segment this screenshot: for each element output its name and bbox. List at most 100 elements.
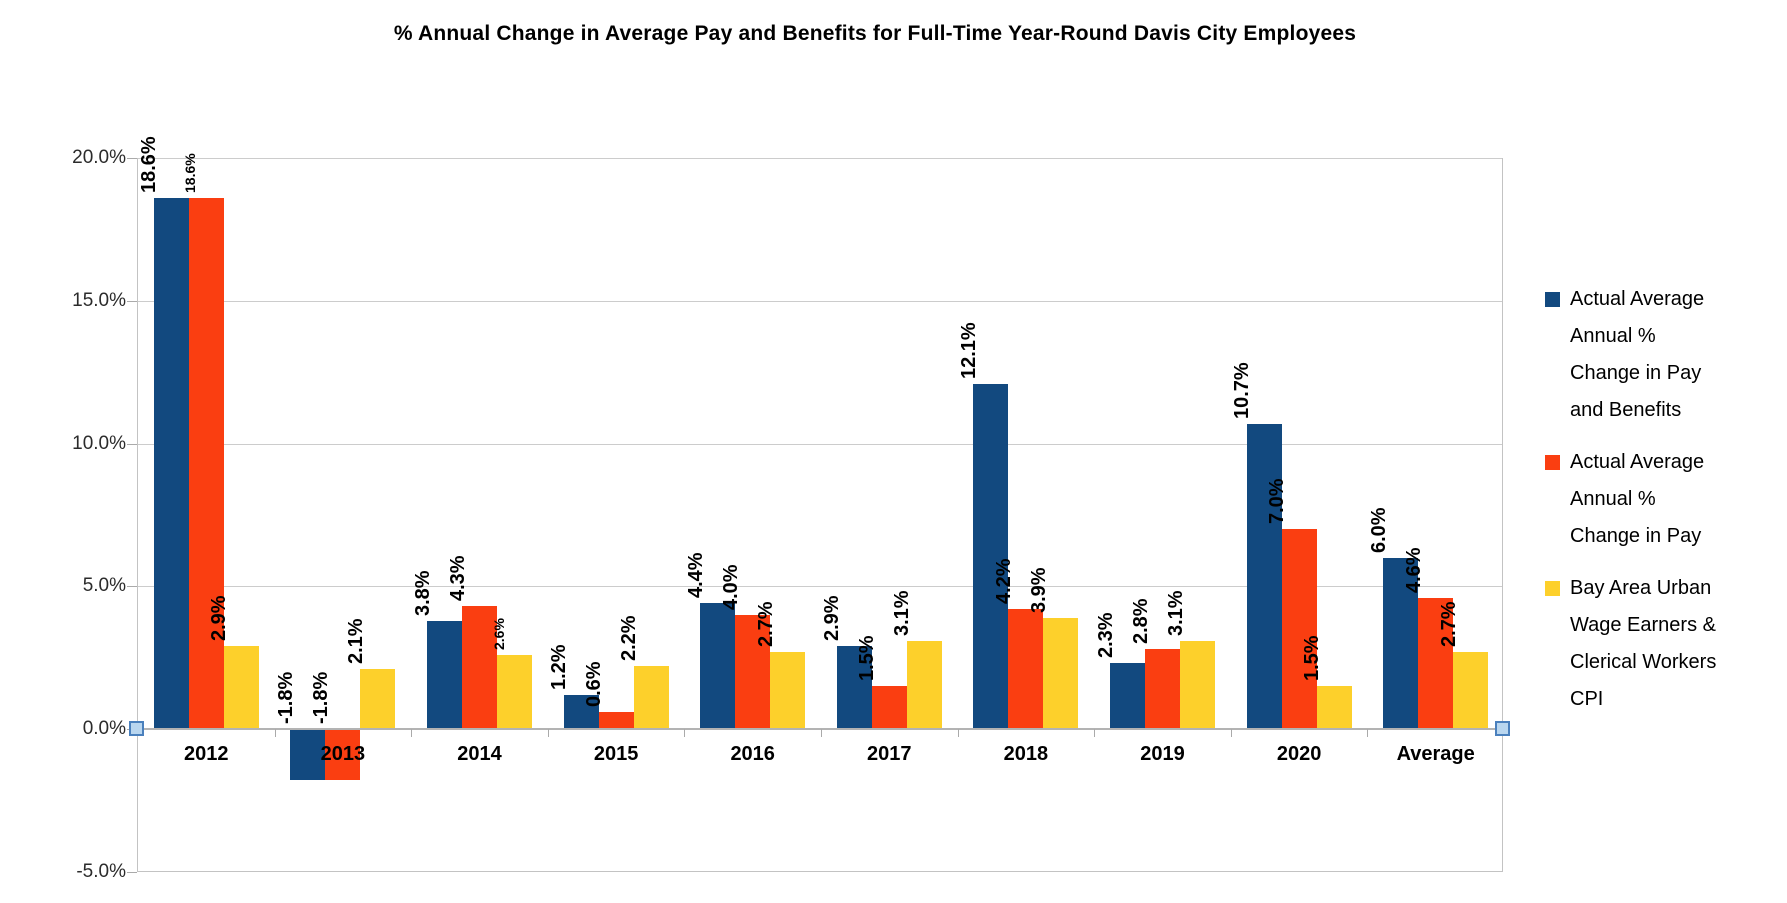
category-label-2015: 2015	[593, 743, 639, 765]
category-tick	[548, 729, 549, 737]
bar-Average-series3[interactable]	[1453, 651, 1489, 729]
y-axis-label: 20.0%	[72, 147, 126, 168]
category-label-2016: 2016	[730, 743, 775, 765]
bar-2013-series1[interactable]	[290, 729, 326, 781]
legend-label-line: Annual %	[1570, 488, 1656, 510]
bar-2016-series2[interactable]	[735, 614, 771, 729]
bar-2018-series2[interactable]	[1008, 609, 1044, 729]
bar-2014-series3[interactable]	[497, 654, 532, 729]
bar-value-label: 10.7%	[1231, 361, 1254, 419]
y-axis-label: 15.0%	[72, 289, 126, 311]
bar-value-label: -1.8%	[274, 671, 297, 724]
bar-2019-series2[interactable]	[1145, 649, 1180, 729]
chart-title: % Annual Change in Average Pay and Benef…	[393, 22, 1357, 45]
selection-handle-left[interactable]	[129, 721, 144, 736]
category-label-2012: 2012	[184, 743, 229, 765]
bar-value-label: 1.5%	[856, 635, 879, 682]
bar-2015-series1[interactable]	[563, 694, 599, 729]
y-axis-label: -5.0%	[76, 860, 126, 882]
bar-value-label: 2.8%	[1129, 598, 1152, 645]
bar-2019-series3[interactable]	[1180, 640, 1215, 729]
bar-2020-series1[interactable]	[1246, 423, 1282, 729]
legend-label: Actual Average Annual % Change in Pay and B…	[1570, 281, 1704, 429]
bar-2019-series1[interactable]	[1110, 663, 1145, 729]
category-tick	[411, 729, 412, 737]
bar-value-label: 2.1%	[344, 618, 367, 664]
bar-value-label: 2.7%	[1437, 601, 1460, 647]
bar-2013-series3[interactable]	[360, 669, 396, 729]
bar-value-label: 18.6%	[182, 153, 199, 193]
category-tick	[1094, 729, 1095, 737]
bar-2012-series3[interactable]	[223, 646, 259, 729]
legend-item-series1[interactable]: Actual Average Annual % Change in Pay and B…	[1545, 281, 1783, 429]
bar-value-label: 2.7%	[754, 601, 777, 647]
legend-swatch	[1545, 292, 1560, 307]
bar-2012-series2[interactable]	[188, 198, 224, 729]
bar-2017-series3[interactable]	[906, 640, 942, 729]
bar-2017-series2[interactable]	[871, 686, 907, 729]
bar-value-label: 12.1%	[957, 321, 980, 379]
bar-value-label: 0.6%	[583, 661, 606, 707]
y-axis-tick	[127, 586, 137, 587]
bar-value-label: 2.9%	[208, 595, 231, 642]
bar-value-label: 2.9%	[821, 595, 844, 642]
y-axis-label: 10.0%	[72, 432, 126, 454]
legend-swatch	[1545, 581, 1560, 596]
gridline	[138, 444, 1502, 445]
bar-value-label: 4.6%	[1402, 547, 1425, 593]
bar-2018-series3[interactable]	[1043, 617, 1079, 729]
bar-value-label: 1.5%	[1301, 635, 1324, 682]
category-tick	[275, 729, 276, 737]
legend-label-line: Bay Area Urban	[1570, 577, 1712, 599]
category-label-Average: Average	[1396, 743, 1475, 765]
bar-2018-series1[interactable]	[973, 383, 1009, 729]
category-tick	[1231, 729, 1232, 737]
y-axis-tick	[127, 158, 137, 159]
bar-2014-series2[interactable]	[462, 606, 497, 729]
legend-label-line: Wage Earners &	[1570, 614, 1716, 636]
bar-Average-series1[interactable]	[1383, 557, 1419, 729]
category-label-2013: 2013	[320, 743, 366, 765]
bar-2015-series2[interactable]	[598, 711, 634, 729]
category-tick	[1367, 729, 1368, 737]
bar-value-label: -1.8%	[309, 671, 332, 724]
y-axis-tick	[127, 872, 137, 873]
bar-value-label: 3.1%	[891, 589, 914, 636]
plot-area: 18.6% -1.8% 3.8% 1.2% 4.4% 2.9% 12.1% 2.3% 10.7%…	[137, 136, 1503, 872]
legend-label-line: and Benefits	[1570, 399, 1682, 421]
selection-handle-right[interactable]	[1495, 721, 1510, 736]
legend-label-line: Change in Pay	[1570, 362, 1702, 384]
legend-label-line: Actual Average	[1570, 288, 1705, 310]
bar-value-label: 3.8%	[411, 569, 434, 616]
gridline	[138, 586, 1502, 587]
bar-2015-series3[interactable]	[633, 666, 669, 729]
legend-label-line: Actual Average	[1570, 451, 1705, 473]
bar-2020-series3[interactable]	[1316, 686, 1352, 729]
bar-value-label: 3.1%	[1164, 589, 1187, 636]
bar-value-label: 2.2%	[618, 615, 641, 662]
bar-value-label: 4.3%	[446, 555, 469, 602]
legend-label: Bay Area Urban Wage Earners & Clerical Wor…	[1570, 570, 1716, 718]
category-label-2014: 2014	[457, 743, 502, 765]
bar-2016-series3[interactable]	[770, 651, 806, 729]
bar-2016-series1[interactable]	[700, 603, 736, 729]
bar-value-label: 7.0%	[1266, 478, 1289, 525]
legend-label-line: Change in Pay	[1570, 525, 1702, 547]
legend-label-line: CPI	[1570, 688, 1604, 710]
bar-value-label: 4.2%	[992, 558, 1015, 605]
bar-2014-series1[interactable]	[427, 620, 462, 729]
bar-2017-series1[interactable]	[836, 646, 872, 729]
category-tick	[958, 729, 959, 737]
legend-item-series2[interactable]: Actual Average Annual % Change in Pay	[1545, 444, 1783, 555]
bar-Average-series2[interactable]	[1418, 597, 1454, 729]
bar-2013-series2[interactable]	[325, 729, 361, 781]
bar-2020-series2[interactable]	[1281, 529, 1317, 729]
legend-item-series3[interactable]: Bay Area Urban Wage Earners & Clerical Wor…	[1545, 570, 1783, 718]
bar-value-label: 2.3%	[1094, 612, 1117, 659]
legend-swatch	[1545, 455, 1560, 470]
category-tick	[684, 729, 685, 737]
y-axis-label: 0.0%	[82, 718, 126, 739]
category-tick	[821, 729, 822, 737]
bar-2012-series1[interactable]	[153, 198, 189, 729]
